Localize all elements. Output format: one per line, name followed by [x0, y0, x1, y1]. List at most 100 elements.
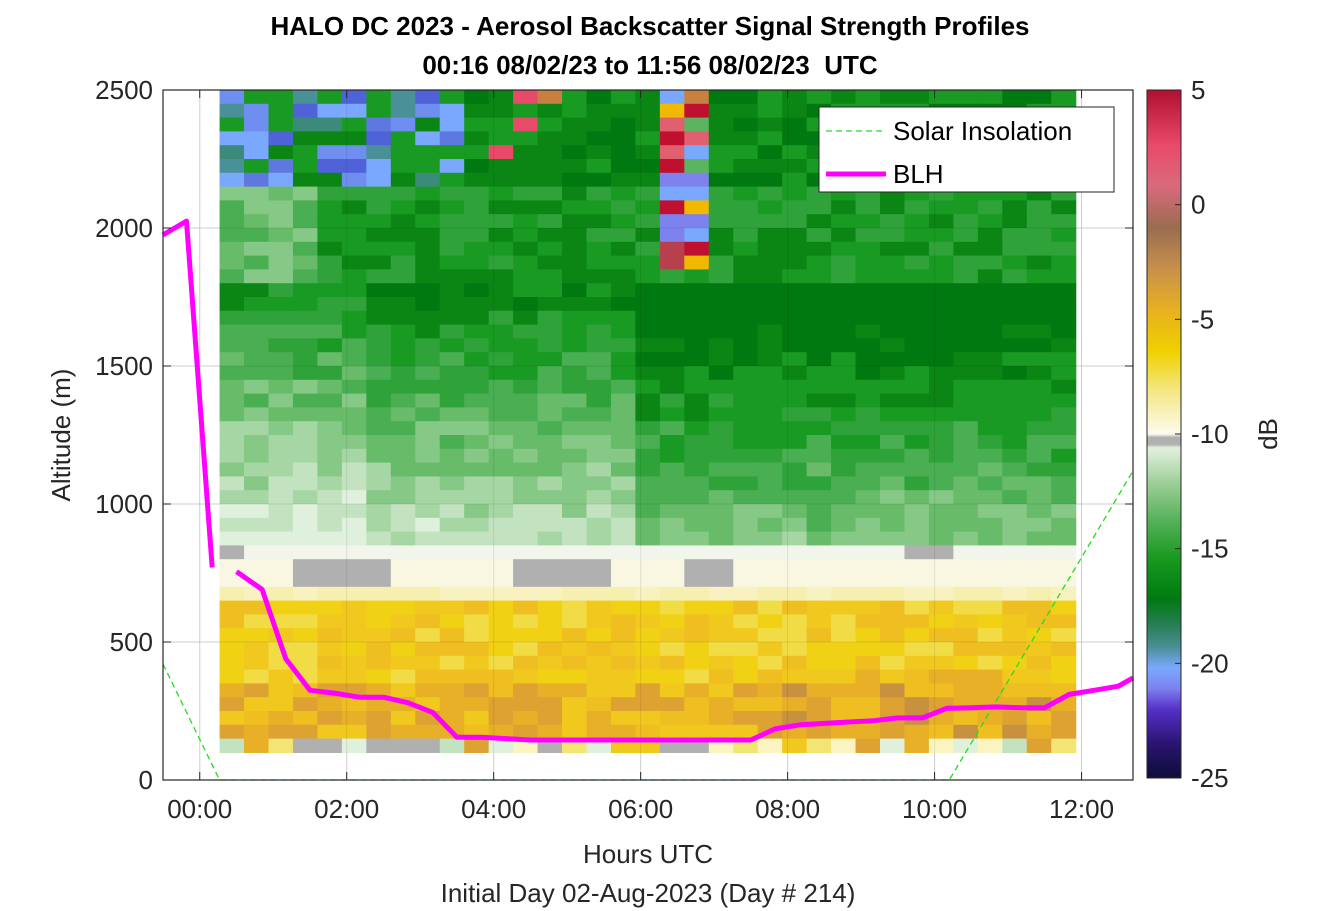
heatmap-cell: [366, 628, 392, 643]
heatmap-cell: [562, 711, 588, 726]
heatmap-cell: [977, 600, 1003, 615]
heatmap-cell: [439, 655, 465, 671]
heatmap-cell: [659, 379, 685, 395]
heatmap-cell: [831, 421, 857, 436]
heatmap-cell: [1026, 200, 1052, 215]
heatmap-cell: [586, 614, 612, 629]
heatmap-cell: [610, 559, 636, 574]
heatmap-cell: [341, 145, 367, 160]
heatmap-cell: [1026, 545, 1052, 560]
heatmap-cell: [831, 269, 857, 284]
heatmap-cell: [684, 103, 710, 119]
heatmap-cell: [219, 310, 245, 326]
heatmap-cell: [488, 297, 514, 312]
heatmap-cell: [1051, 545, 1077, 560]
heatmap-cell: [977, 352, 1003, 367]
heatmap-cell: [390, 600, 416, 615]
heatmap-cell: [366, 186, 392, 201]
heatmap-cell: [341, 366, 367, 381]
heatmap-cell: [268, 131, 294, 146]
heatmap-cell: [708, 407, 734, 422]
heatmap-cell: [831, 655, 857, 671]
heatmap-cell: [831, 228, 857, 243]
heatmap-cell: [1002, 324, 1028, 339]
heatmap-cell: [268, 697, 294, 712]
heatmap-cell: [317, 448, 343, 464]
heatmap-cell: [635, 697, 661, 712]
heatmap-cell: [757, 504, 783, 519]
heatmap-cell: [390, 655, 416, 671]
heatmap-cell: [366, 269, 392, 284]
heatmap-cell: [219, 600, 245, 615]
heatmap-cell: [244, 531, 270, 546]
heatmap-cell: [977, 366, 1003, 381]
x-tick-label-3: 06:00: [608, 794, 673, 824]
heatmap-cell: [390, 324, 416, 339]
heatmap-cell: [1026, 228, 1052, 243]
heatmap-cell: [757, 297, 783, 312]
heatmap-cell: [464, 186, 490, 201]
heatmap-cell: [439, 738, 465, 753]
heatmap-cell: [562, 393, 588, 408]
heatmap-cell: [513, 117, 539, 132]
heatmap-cell: [684, 324, 710, 339]
heatmap-cell: [806, 352, 832, 367]
heatmap-cell: [244, 711, 270, 726]
heatmap-cell: [880, 683, 906, 698]
heatmap-cell: [806, 683, 832, 698]
heatmap-cell: [733, 310, 759, 326]
heatmap-cell: [782, 448, 808, 464]
heatmap-cell: [586, 117, 612, 132]
heatmap-cell: [610, 338, 636, 353]
heatmap-cell: [537, 697, 563, 712]
heatmap-cell: [268, 310, 294, 326]
heatmap-cell: [1026, 338, 1052, 353]
heatmap-cell: [537, 545, 563, 560]
heatmap-cell: [244, 297, 270, 312]
heatmap-cell: [635, 145, 661, 160]
heatmap-cell: [928, 628, 954, 643]
heatmap-cell: [904, 448, 930, 464]
heatmap-cell: [953, 517, 979, 533]
heatmap-cell: [635, 683, 661, 698]
heatmap-cell: [341, 228, 367, 243]
heatmap-cell: [562, 600, 588, 615]
heatmap-cell: [439, 421, 465, 436]
heatmap-cell: [562, 283, 588, 298]
heatmap-cell: [635, 200, 661, 215]
heatmap-cell: [219, 559, 245, 574]
heatmap-cell: [366, 421, 392, 436]
heatmap-cell: [684, 283, 710, 298]
heatmap-cell: [1002, 669, 1028, 684]
heatmap-cell: [831, 573, 857, 588]
heatmap-cell: [317, 393, 343, 408]
heatmap-cell: [977, 490, 1003, 505]
heatmap-cell: [244, 462, 270, 477]
heatmap-cell: [390, 559, 416, 574]
heatmap-cell: [635, 131, 661, 146]
heatmap-cell: [880, 435, 906, 450]
heatmap-cell: [268, 724, 294, 740]
heatmap-cell: [317, 117, 343, 132]
heatmap-cell: [439, 379, 465, 395]
heatmap-cell: [831, 586, 857, 602]
heatmap-cell: [977, 269, 1003, 284]
heatmap-cell: [806, 324, 832, 339]
heatmap-cell: [684, 448, 710, 464]
heatmap-cell: [1051, 669, 1077, 684]
heatmap-cell: [733, 669, 759, 684]
heatmap-cell: [366, 145, 392, 160]
heatmap-cell: [757, 90, 783, 105]
heatmap-cell: [855, 683, 881, 698]
heatmap-cell: [757, 628, 783, 643]
heatmap-cell: [708, 90, 734, 105]
heatmap-cell: [782, 490, 808, 505]
heatmap-cell: [659, 407, 685, 422]
heatmap-cell: [855, 435, 881, 450]
heatmap-cell: [855, 200, 881, 215]
heatmap-cell: [953, 310, 979, 326]
heatmap-cell: [610, 600, 636, 615]
heatmap-cell: [855, 324, 881, 339]
heatmap-cell: [219, 490, 245, 505]
heatmap-cell: [341, 573, 367, 588]
